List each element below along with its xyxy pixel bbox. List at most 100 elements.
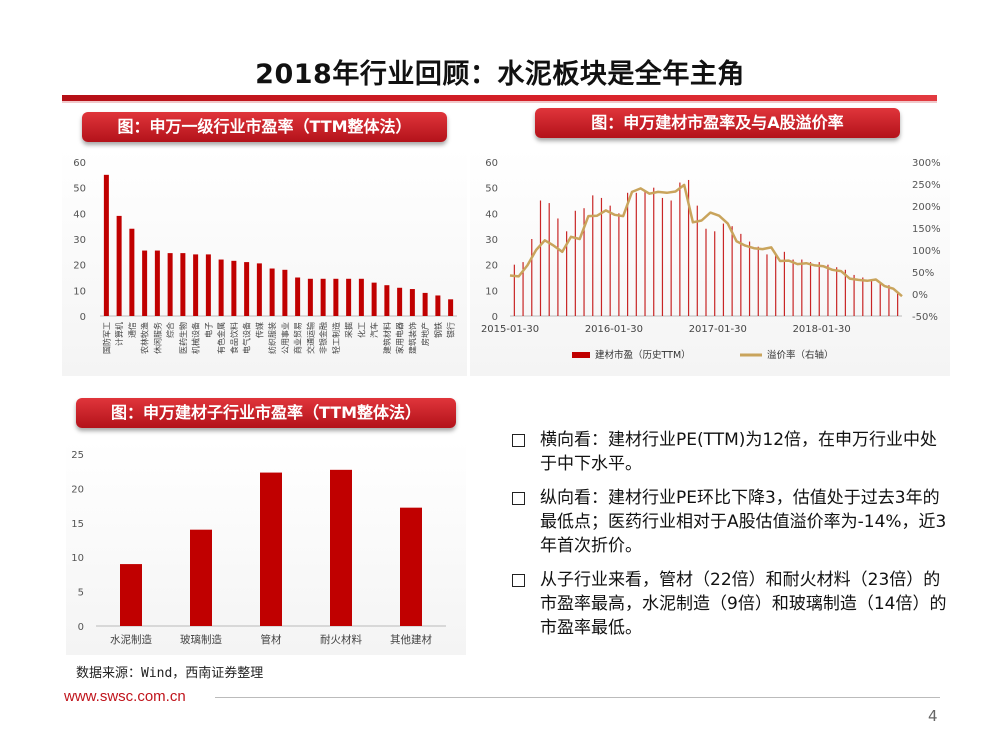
legend-label: 溢价率（右轴） [767, 349, 834, 361]
x-tick-label: 纺织服装 [267, 322, 277, 354]
y-right-tick-label: 300% [912, 158, 941, 169]
x-tick-label: 化工 [356, 322, 366, 338]
bar [827, 264, 829, 316]
x-tick-label: 交通运输 [305, 322, 315, 354]
x-tick-label: 食品饮料 [229, 322, 239, 354]
bar [661, 197, 664, 316]
bar [371, 282, 377, 316]
bar [801, 259, 803, 316]
x-tick-label: 建筑材料 [382, 322, 392, 354]
chart3-title: 图：申万建材子行业市盈率（TTM整体法） [76, 398, 456, 428]
bar [384, 285, 390, 316]
page-number: 4 [928, 707, 938, 725]
bullet-text: 横向看：建材行业PE(TTM)为12倍，在申万行业中处于中下水平。 [540, 430, 938, 474]
website-link[interactable]: www.swsc.com.cn [64, 688, 186, 705]
bar [154, 250, 160, 316]
x-tick-label: 2015-01-30 [481, 324, 539, 335]
bar [205, 254, 211, 316]
chart1-title: 图：申万一级行业市盈率（TTM整体法） [82, 112, 447, 142]
bar [888, 285, 890, 316]
data-source: 数据来源：Wind，西南证券整理 [76, 666, 264, 681]
title-underline-shadow [62, 101, 937, 103]
x-tick-label: 其他建材 [390, 633, 432, 646]
x-tick-label: 汽车 [369, 322, 379, 338]
bar [400, 507, 422, 626]
bar [592, 195, 594, 316]
y-tick-label: 5 [78, 588, 84, 599]
bar [862, 277, 864, 316]
bar [269, 268, 275, 316]
bar [190, 529, 212, 626]
x-tick-label: 机械设备 [191, 322, 201, 354]
x-tick-label: 计算机 [114, 322, 124, 346]
y-right-tick-label: 50% [912, 268, 934, 279]
bar [142, 250, 148, 316]
y-left-tick-label: 50 [485, 184, 498, 195]
bar [531, 239, 533, 316]
x-tick-label: 采掘 [344, 322, 354, 338]
legend-swatch-bar [572, 352, 590, 358]
bar [670, 200, 672, 316]
bar [609, 205, 611, 316]
x-tick-label: 通信 [127, 322, 137, 338]
bar [600, 197, 603, 316]
bar [129, 228, 135, 316]
y-tick-label: 30 [73, 235, 86, 246]
x-tick-label: 传媒 [254, 322, 264, 338]
x-tick-label: 水泥制造 [110, 633, 152, 646]
bar [397, 287, 403, 316]
y-tick-label: 0 [78, 622, 84, 633]
y-tick-label: 60 [73, 158, 86, 169]
footer-divider [215, 697, 940, 698]
bar [244, 262, 250, 316]
premium-line [509, 183, 903, 298]
bar [522, 262, 524, 316]
bar [618, 213, 620, 316]
bar [740, 233, 742, 316]
y-tick-label: 20 [73, 261, 86, 272]
bar [836, 267, 838, 316]
bar [844, 269, 846, 316]
x-tick-label: 非银金融 [318, 322, 328, 354]
x-tick-label: 综合 [165, 322, 175, 338]
bar [180, 253, 186, 316]
bar [853, 274, 855, 316]
bar [330, 469, 352, 626]
y-right-tick-label: 0% [912, 290, 928, 301]
x-tick-label: 玻璃制造 [180, 633, 222, 646]
chart1-industry-pe: 0 10 20 30 40 50 60 国防军工 计算机 通信 农林牧渔 休闲服务 综合 医药生物 机械设备… [73, 158, 457, 354]
chart2-title: 图：申万建材市盈率及与A股溢价率 [535, 108, 900, 138]
y-left-tick-label: 30 [485, 235, 498, 246]
bar [757, 246, 759, 316]
checkbox-icon [512, 434, 525, 447]
checkbox-icon [512, 492, 525, 505]
bar [714, 231, 716, 316]
bullet-item: 横向看：建材行业PE(TTM)为12倍，在申万行业中处于中下水平。 [510, 428, 950, 476]
x-tick-label: 有色金属 [216, 322, 226, 354]
bar [548, 203, 550, 316]
checkbox-icon [512, 574, 525, 587]
y-right-tick-label: 150% [912, 224, 941, 235]
bar [627, 192, 629, 316]
x-tick-label: 2018-01-30 [793, 324, 851, 335]
y-tick-label: 10 [71, 553, 84, 564]
x-tick-label: 电气设备 [242, 322, 252, 354]
x-tick-label: 家用电器 [395, 322, 405, 354]
bar [120, 564, 142, 626]
x-tick-label: 公用事业 [280, 322, 290, 354]
y-tick-label: 50 [73, 184, 86, 195]
legend-label: 建材市盈（历史TTM） [595, 349, 691, 361]
summary-bullets: 横向看：建材行业PE(TTM)为12倍，在申万行业中处于中下水平。 纵向看：建材… [510, 428, 950, 650]
x-tick-label: 耐火材料 [320, 633, 362, 646]
bar [783, 251, 785, 316]
bar [539, 200, 542, 316]
bar [218, 259, 224, 316]
bar [260, 472, 282, 626]
bar [583, 208, 585, 316]
bar [775, 254, 777, 316]
bar [574, 210, 576, 316]
bar [705, 228, 707, 316]
bar [679, 182, 681, 316]
y-right-tick-label: 100% [912, 246, 941, 257]
y-tick-label: 20 [71, 484, 84, 495]
